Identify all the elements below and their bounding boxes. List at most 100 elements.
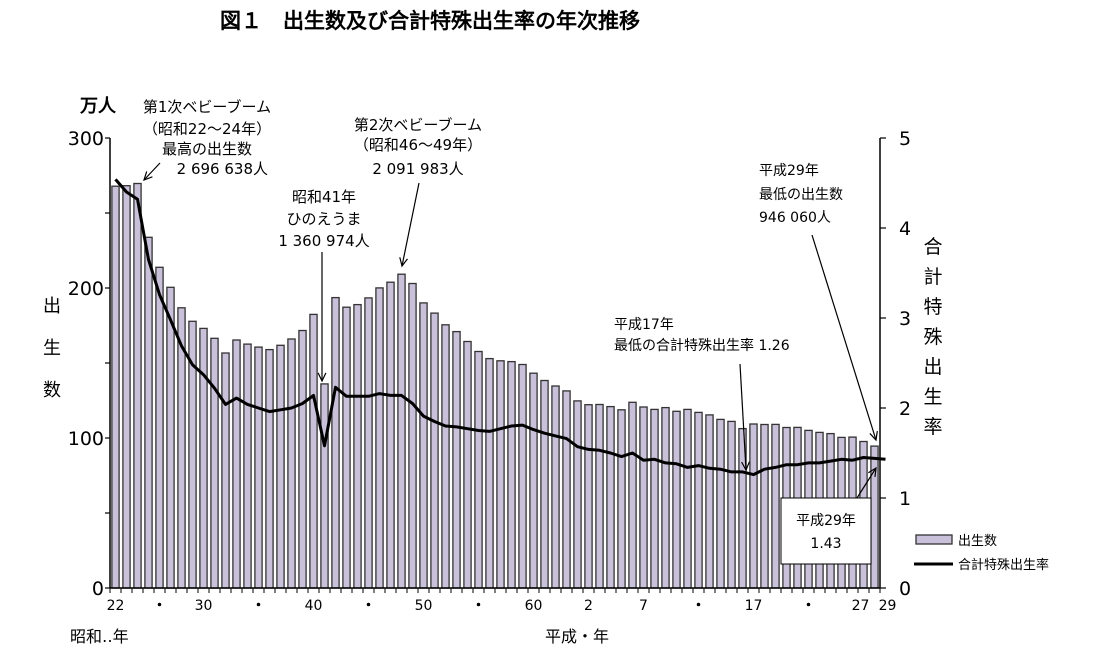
x-axis-tick-label: 60 bbox=[525, 598, 543, 614]
birth-bar bbox=[870, 445, 879, 589]
birth-bar bbox=[661, 406, 670, 589]
birth-bar bbox=[727, 420, 736, 589]
annotation-hinoeuma-value: 1 360 974人 bbox=[278, 232, 369, 250]
birth-bar bbox=[694, 411, 703, 589]
birth-bar bbox=[243, 343, 252, 589]
birth-bar bbox=[639, 406, 648, 589]
x-axis-tick-label: 30 bbox=[195, 598, 213, 614]
annotation-lowest-rate-label: 最低の合計特殊出生率 1.26 bbox=[614, 337, 790, 354]
birth-bar bbox=[463, 340, 472, 589]
annotation-h29-rate-year: 平成29年 bbox=[796, 513, 856, 529]
annotation-first-baby-boom-arrow-head bbox=[143, 171, 153, 182]
birth-bar bbox=[331, 296, 340, 589]
left-axis-title-char: 出 bbox=[43, 296, 61, 317]
annotation-lowest-births-arrow-head bbox=[869, 431, 878, 442]
left-axis-tick-label: 100 bbox=[68, 428, 104, 450]
birth-bar bbox=[166, 286, 175, 589]
birth-bar bbox=[705, 414, 714, 589]
right-axis-tick-label: 3 bbox=[899, 308, 911, 330]
x-axis-tick-label: ・ bbox=[252, 598, 266, 614]
right-axis-title-char: 特 bbox=[923, 296, 942, 318]
birth-bar bbox=[155, 266, 164, 589]
birth-bar bbox=[650, 408, 659, 589]
annotation-second-baby-boom-arrow bbox=[401, 182, 420, 267]
era-label-showa: 昭和‥年 bbox=[70, 627, 129, 646]
x-axis-tick-label: 29 bbox=[879, 598, 897, 614]
annotation-first-baby-boom-title: 第1次ベビーブーム bbox=[143, 98, 271, 116]
right-axis-title-char: 率 bbox=[923, 416, 942, 438]
birth-bar bbox=[474, 350, 483, 589]
x-axis-tick-label: ・ bbox=[472, 598, 486, 614]
annotation-h29-rate-value: 1.43 bbox=[810, 536, 841, 552]
left-axis-tick-label: 200 bbox=[68, 278, 104, 300]
birth-bar bbox=[364, 297, 373, 589]
birth-bar bbox=[595, 403, 604, 589]
x-axis-tick-label: 2 bbox=[584, 598, 593, 614]
birth-bar bbox=[210, 337, 219, 589]
annotation-lowest-births-label: 最低の出生数 bbox=[759, 187, 843, 203]
birth-bar bbox=[683, 408, 692, 589]
right-axis-tick-label: 0 bbox=[899, 578, 911, 600]
left-axis-title-char: 生 bbox=[43, 338, 61, 359]
annotation-lowest-births-arrow bbox=[811, 234, 877, 441]
birth-bar bbox=[232, 339, 241, 589]
right-axis-tick-label: 4 bbox=[899, 218, 911, 240]
birth-bar bbox=[573, 400, 582, 589]
annotation-lowest-rate-arrow-head bbox=[741, 461, 751, 472]
x-axis-tick-label: 50 bbox=[415, 598, 433, 614]
birth-bar bbox=[584, 404, 593, 589]
x-axis-tick-label: 27 bbox=[852, 598, 870, 614]
annotation-second-baby-boom-years: （昭和46～49年） bbox=[354, 136, 482, 154]
annotation-second-baby-boom-value: 2 091 983人 bbox=[372, 160, 463, 178]
birth-bar bbox=[353, 303, 362, 589]
birth-bar bbox=[122, 185, 131, 589]
left-axis-unit: 万人 bbox=[79, 96, 117, 117]
birth-bar bbox=[507, 360, 516, 589]
x-axis-tick-label: ・ bbox=[362, 598, 376, 614]
annotations: 第1次ベビーブーム （昭和22～24年） 最高の出生数 2 696 638人昭和41年… bbox=[143, 98, 878, 565]
legend-births-label: 出生数 bbox=[958, 534, 997, 549]
right-axis-tick-label: 1 bbox=[899, 488, 911, 510]
birth-bar bbox=[320, 383, 329, 589]
birth-bar bbox=[452, 330, 461, 589]
birth-bar bbox=[617, 409, 626, 589]
right-axis-tick-label: 2 bbox=[899, 398, 911, 420]
birth-bar bbox=[441, 324, 450, 589]
annotation-lowest-rate-year: 平成17年 bbox=[614, 317, 674, 333]
birth-bar bbox=[529, 372, 538, 589]
right-axis-title-char: 殊 bbox=[923, 326, 942, 348]
annotation-hinoeuma-year: 昭和41年 bbox=[292, 188, 356, 206]
birth-bar bbox=[749, 423, 758, 589]
annotation-hinoeuma-arrow-head bbox=[317, 372, 327, 383]
birth-bar bbox=[144, 236, 153, 589]
birth-bar bbox=[628, 401, 637, 589]
births-bars bbox=[111, 182, 879, 589]
x-axis-tick-label: 7 bbox=[639, 598, 648, 614]
birth-bar bbox=[298, 329, 307, 589]
birth-bar bbox=[265, 348, 274, 589]
annotation-h29-rate-arrow-head bbox=[868, 466, 877, 478]
annotation-h29-rate-box bbox=[780, 497, 872, 565]
birth-bar bbox=[342, 306, 351, 589]
era-label-heisei: 平成・年 bbox=[545, 627, 609, 646]
x-axis-tick-label: 22 bbox=[107, 598, 125, 614]
birth-bar bbox=[540, 379, 549, 589]
annotation-lowest-births-year: 平成29年 bbox=[759, 163, 819, 179]
legend-rate-label: 合計特殊出生率 bbox=[958, 557, 1049, 573]
annotation-first-baby-boom-years: （昭和22～24年） bbox=[143, 120, 271, 138]
birth-bar bbox=[606, 405, 615, 589]
birth-bar bbox=[111, 185, 120, 589]
annotation-first-baby-boom-arrow bbox=[143, 162, 161, 181]
annotation-second-baby-boom-arrow-head bbox=[399, 257, 408, 268]
birth-bar bbox=[496, 360, 505, 589]
birth-bar bbox=[430, 312, 439, 589]
x-axis-tick-label: ・ bbox=[802, 598, 816, 614]
birth-bar bbox=[408, 282, 417, 589]
birth-bar bbox=[309, 313, 318, 589]
annotation-lowest-rate-arrow bbox=[739, 363, 747, 471]
birth-bar bbox=[771, 423, 780, 589]
x-axis-tick-label: 17 bbox=[745, 598, 763, 614]
